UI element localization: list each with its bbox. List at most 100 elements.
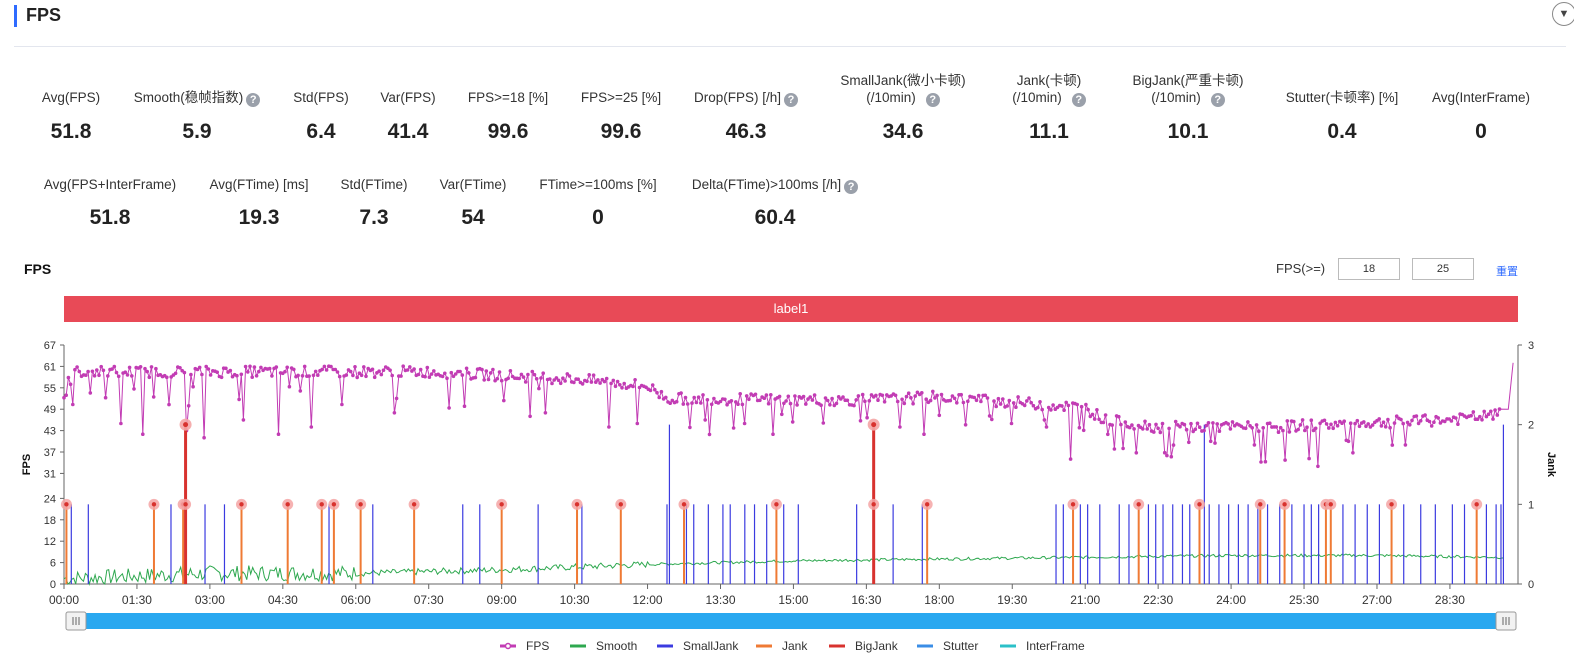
metric-label-unit-text: (/10min) <box>1012 90 1062 105</box>
fps-point <box>90 369 95 374</box>
chevron-down-icon[interactable]: ▼ <box>1552 2 1574 26</box>
fps-point <box>401 364 406 368</box>
fps-point <box>1475 417 1480 421</box>
fps-point <box>852 403 856 408</box>
fps-point <box>1066 403 1071 408</box>
fps-point <box>408 365 412 369</box>
fps-point <box>1281 428 1285 433</box>
help-icon[interactable]: ? <box>1071 93 1086 107</box>
fps-point <box>1202 428 1206 433</box>
fps-point <box>1036 405 1040 410</box>
fps-point <box>961 400 966 405</box>
fps-point <box>116 374 121 379</box>
fps-point <box>1307 456 1311 461</box>
fps-point <box>683 395 688 400</box>
metric-metrics_row1-0: Avg(FPS) 51.8 <box>0 89 161 149</box>
fps-point <box>484 369 489 373</box>
fps-point <box>189 372 193 377</box>
fps-point <box>620 386 624 390</box>
fps-point <box>906 391 911 395</box>
fps-point <box>1040 407 1044 412</box>
fps-point <box>1092 417 1097 421</box>
legend-label-smooth: Smooth <box>596 639 637 653</box>
fps-point <box>979 399 983 404</box>
help-icon[interactable]: ? <box>925 93 940 107</box>
metric-label-text: FPS>=18 [%] <box>467 90 549 105</box>
fps-point <box>423 374 427 379</box>
fps-point <box>296 373 300 378</box>
fps-point <box>688 425 692 430</box>
fps-point <box>1399 417 1403 422</box>
fps-point <box>103 395 108 400</box>
fps-point <box>1152 430 1156 434</box>
fps-point <box>377 369 381 373</box>
fps-point <box>996 396 1001 401</box>
metric-value: 34.6 <box>882 120 924 143</box>
fps-point <box>239 372 244 377</box>
fps-point <box>1097 417 1101 422</box>
legend-label-interframe: InterFrame <box>1026 639 1085 653</box>
fps-point <box>834 401 839 406</box>
metric-value: 99.6 <box>487 120 529 143</box>
fps-point <box>502 398 506 403</box>
fps-threshold-input-2[interactable] <box>1412 258 1474 280</box>
fps-point <box>149 365 154 369</box>
jank-point <box>239 502 244 507</box>
help-icon[interactable]: ? <box>844 180 859 194</box>
fps-point <box>1106 432 1110 437</box>
fps-point <box>1362 420 1366 424</box>
fps-point <box>313 369 318 374</box>
x-tick-label: 00:00 <box>49 593 79 607</box>
fps-point <box>1300 418 1305 422</box>
fps-point <box>725 402 729 407</box>
fps-point <box>1060 404 1064 408</box>
fps-point <box>723 397 727 402</box>
fps-point <box>1095 408 1099 412</box>
metric-metrics_row1-6: Drop(FPS) [/h]? 46.3 <box>656 89 836 149</box>
fps-point <box>405 368 410 372</box>
metric-label-text: Smooth(稳帧指数) <box>133 90 244 105</box>
metric-label-text: Var(FTime) <box>439 177 507 192</box>
metric-label-text: Std(FPS) <box>293 90 349 105</box>
fps-point <box>788 401 793 406</box>
fps-point <box>530 369 535 374</box>
fps-point <box>1322 418 1327 423</box>
fps-point <box>742 421 747 426</box>
fps-point <box>300 374 305 378</box>
fps-point <box>1257 429 1261 433</box>
fps-point <box>1062 408 1066 412</box>
metric-label: BigJank(严重卡顿) <box>1098 72 1278 89</box>
fps-point <box>604 376 609 381</box>
fps-point <box>825 398 830 403</box>
x-tick-label: 07:30 <box>414 593 444 607</box>
fps-point <box>534 377 539 381</box>
fps-point <box>167 402 171 407</box>
fps-point <box>808 395 812 399</box>
help-icon[interactable]: ? <box>1210 93 1225 107</box>
x-tick-label: 19:30 <box>997 593 1027 607</box>
metric-label-text: Avg(FTime) [ms] <box>209 177 309 192</box>
fps-point <box>86 369 90 374</box>
fps-point <box>709 402 714 407</box>
fps-threshold-input-1[interactable] <box>1338 258 1400 280</box>
help-icon[interactable]: ? <box>246 93 261 107</box>
fps-point <box>248 364 252 369</box>
fps-point <box>963 423 968 427</box>
reset-button[interactable]: 重置 <box>1496 266 1518 278</box>
fps-point <box>99 364 103 369</box>
fps-point <box>631 384 635 389</box>
fps-point <box>329 364 333 369</box>
fps-point <box>106 374 110 378</box>
fps-point <box>1423 413 1427 417</box>
fps-point <box>572 380 576 385</box>
metric-metrics_row1-2: Std(FPS) 6.4 <box>231 89 411 149</box>
fps-point <box>1204 423 1209 428</box>
jank-point <box>331 502 337 507</box>
fps-point <box>1366 422 1370 426</box>
fps-point <box>1044 425 1049 429</box>
help-icon[interactable]: ? <box>784 93 799 107</box>
fps-point <box>648 388 653 393</box>
fps-point <box>1436 416 1440 420</box>
fps-point <box>1480 418 1484 422</box>
fps-point <box>909 396 913 400</box>
